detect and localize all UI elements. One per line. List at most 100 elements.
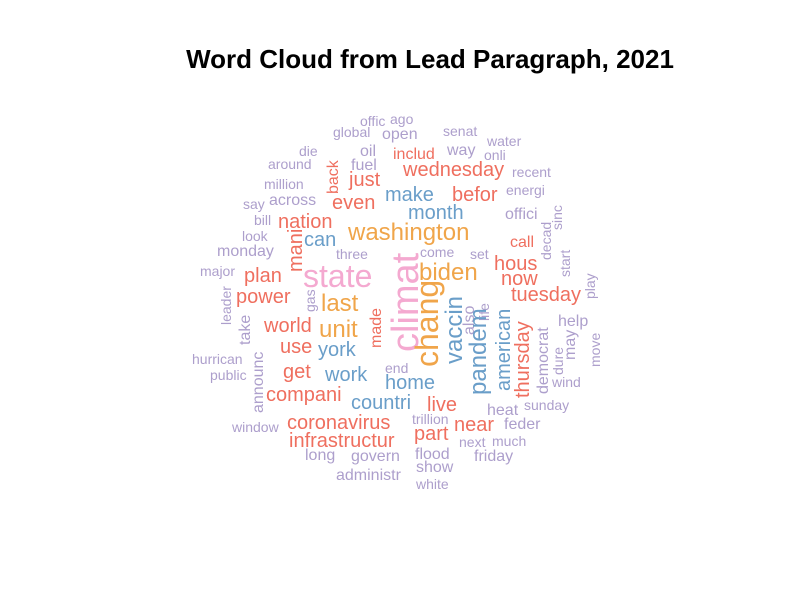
word-energi: energi bbox=[506, 182, 545, 198]
word-oil: oil bbox=[360, 143, 376, 160]
word-biden: biden bbox=[419, 259, 478, 286]
word-three: three bbox=[336, 246, 368, 262]
word-even: even bbox=[332, 192, 375, 214]
word-democrat: democrat bbox=[535, 327, 552, 394]
word-recent: recent bbox=[512, 164, 551, 180]
word-now: now bbox=[501, 268, 538, 290]
word-plan: plan bbox=[244, 265, 282, 287]
word-countri: countri bbox=[351, 392, 411, 414]
word-month: month bbox=[408, 202, 464, 224]
word-made: made bbox=[368, 308, 385, 348]
word-offici: offici bbox=[505, 206, 538, 223]
word-befor: befor bbox=[452, 184, 498, 206]
word-come: come bbox=[420, 244, 454, 260]
word-washington: washington bbox=[347, 219, 469, 246]
word-start: start bbox=[557, 250, 573, 277]
word-make: make bbox=[385, 184, 434, 206]
word-pandem: pandem bbox=[465, 308, 492, 395]
word-end: end bbox=[385, 360, 408, 376]
word-wednesday: wednesday bbox=[402, 159, 504, 181]
word-million: million bbox=[264, 176, 304, 192]
word-white: white bbox=[415, 476, 449, 492]
word-thursday: thursday bbox=[512, 321, 534, 398]
word-near: near bbox=[454, 414, 494, 436]
word-bill: bill bbox=[254, 212, 271, 228]
word-look: look bbox=[242, 228, 269, 244]
word-sinc: sinc bbox=[549, 205, 565, 230]
word-state: state bbox=[303, 258, 372, 294]
word-across: across bbox=[269, 192, 316, 209]
word-global: global bbox=[333, 124, 370, 140]
word-mani: mani bbox=[285, 229, 307, 272]
word-get: get bbox=[283, 361, 311, 383]
word-last: last bbox=[321, 290, 359, 317]
word-govern: govern bbox=[351, 448, 400, 465]
word-leader: leader bbox=[218, 286, 234, 325]
word-wind: wind bbox=[551, 374, 581, 390]
word-window: window bbox=[231, 419, 280, 435]
word-sunday: sunday bbox=[524, 397, 569, 413]
word-take: take bbox=[237, 315, 254, 345]
word-call: call bbox=[510, 234, 534, 251]
word-offic: offic bbox=[360, 113, 385, 129]
word-york: york bbox=[318, 339, 357, 361]
word-major: major bbox=[200, 263, 235, 279]
word-die: die bbox=[299, 143, 318, 159]
word-move: move bbox=[587, 333, 603, 367]
word-nation: nation bbox=[278, 211, 333, 233]
word-senat: senat bbox=[443, 123, 477, 139]
word-infrastructur: infrastructur bbox=[289, 430, 395, 452]
word-work: work bbox=[324, 364, 368, 386]
word-way: way bbox=[446, 142, 475, 159]
word-american: american bbox=[493, 309, 515, 391]
word-public: public bbox=[210, 367, 247, 383]
word-flood: flood bbox=[415, 446, 450, 463]
word-climat: climat bbox=[385, 252, 427, 352]
word-life: life bbox=[476, 303, 492, 321]
word-home: home bbox=[385, 372, 435, 394]
word-feder: feder bbox=[504, 416, 541, 433]
chart-title: Word Cloud from Lead Paragraph, 2021 bbox=[186, 44, 674, 74]
word-live: live bbox=[427, 394, 457, 416]
word-coronavirus: coronavirus bbox=[287, 412, 390, 434]
word-vaccin: vaccin bbox=[441, 296, 468, 364]
word-part: part bbox=[414, 423, 449, 445]
word-friday: friday bbox=[474, 448, 513, 465]
word-next: next bbox=[459, 434, 486, 450]
word-power: power bbox=[236, 286, 291, 308]
word-decad: decad bbox=[538, 222, 554, 260]
word-say: say bbox=[243, 196, 265, 212]
word-unit: unit bbox=[319, 316, 358, 343]
word-may: may bbox=[562, 330, 579, 360]
word-much: much bbox=[492, 433, 526, 449]
word-back: back bbox=[325, 159, 342, 194]
word-administr: administr bbox=[336, 467, 402, 484]
word-hous: hous bbox=[494, 253, 537, 275]
word-hurrican: hurrican bbox=[192, 351, 243, 367]
word-ago: ago bbox=[390, 111, 414, 127]
word-includ: includ bbox=[393, 146, 435, 163]
word-announc: announc bbox=[250, 352, 267, 413]
word-show: show bbox=[416, 459, 454, 476]
word-around: around bbox=[268, 156, 312, 172]
word-set: set bbox=[470, 246, 489, 262]
word-open: open bbox=[382, 126, 418, 143]
word-onli: onli bbox=[484, 147, 506, 163]
word-heat: heat bbox=[487, 402, 519, 419]
word-play: play bbox=[582, 273, 598, 299]
word-trillion: trillion bbox=[412, 411, 449, 427]
word-world: world bbox=[263, 315, 312, 337]
word-monday: monday bbox=[217, 243, 274, 260]
word-help: help bbox=[558, 313, 588, 330]
word-gas: gas bbox=[302, 289, 318, 312]
word-tuesday: tuesday bbox=[511, 284, 581, 306]
word-can: can bbox=[304, 229, 336, 251]
word-long: long bbox=[305, 447, 335, 464]
word-just: just bbox=[348, 169, 381, 191]
word-chang: chang bbox=[409, 280, 445, 367]
word-fuel: fuel bbox=[351, 157, 377, 174]
word-use: use bbox=[280, 336, 312, 358]
word-also: also bbox=[461, 306, 478, 335]
word-compani: compani bbox=[266, 384, 342, 406]
